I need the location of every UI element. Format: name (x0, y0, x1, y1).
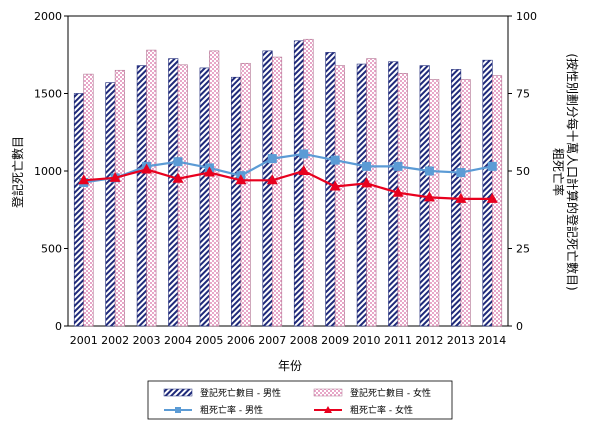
point-male-rate (173, 157, 183, 167)
point-female-rate (298, 165, 310, 175)
bar-female-deaths (397, 73, 408, 327)
bar-male-deaths (356, 63, 367, 327)
y-right-tick-label: 50 (516, 165, 530, 178)
legend-label: 粗死亡率 - 女性 (350, 404, 413, 416)
bar-male-deaths (105, 82, 116, 327)
legend-label: 登記死亡數目 - 男性 (200, 387, 281, 399)
y-right-tick-label: 75 (516, 88, 530, 101)
bar-female-deaths (209, 50, 220, 327)
bar-female-deaths (114, 69, 125, 327)
line-female-rate (83, 168, 493, 200)
point-female-rate (109, 171, 121, 182)
point-male-rate (299, 149, 309, 159)
x-tick-label: 2008 (290, 334, 318, 347)
y-axis-left-title: 登記死亡數目 (10, 136, 25, 208)
bar-male-deaths (262, 50, 273, 327)
bar-male-deaths (168, 58, 179, 327)
legend-swatch-male-deaths (163, 388, 193, 397)
x-tick-label: 2014 (478, 334, 506, 347)
point-female-rate (392, 186, 404, 197)
x-tick-label: 2009 (321, 334, 349, 347)
line-male-rate (83, 152, 493, 184)
y-left-tick-label: 0 (55, 320, 62, 333)
x-tick-label: 2013 (447, 334, 475, 347)
bar-male-deaths (231, 76, 242, 327)
y-left-tick-label: 1500 (34, 88, 62, 101)
x-tick-label: 2001 (70, 334, 98, 347)
point-male-rate (267, 154, 277, 164)
bar-female-deaths (177, 64, 188, 327)
y-right-tick-label: 25 (516, 243, 530, 256)
x-axis-title: 年份 (278, 359, 302, 373)
point-female-rate (172, 172, 184, 183)
point-female-rate (486, 192, 498, 203)
x-tick-label: 2010 (353, 334, 381, 347)
point-female-rate (361, 177, 373, 188)
x-tick-label: 2003 (133, 334, 161, 347)
bar-male-deaths (136, 65, 147, 327)
y-left-tick-label: 500 (41, 243, 62, 256)
bar-male-deaths (482, 59, 493, 327)
bar-male-deaths (73, 93, 85, 327)
point-female-rate (455, 192, 467, 203)
legend-label: 粗死亡率 - 男性 (200, 404, 263, 416)
bar-female-deaths (240, 62, 251, 327)
x-tick-label: 2011 (384, 334, 412, 347)
bar-female-deaths (366, 58, 377, 327)
point-male-rate (456, 168, 466, 178)
bar-female-deaths (271, 56, 283, 327)
legend-swatch-female-deaths (313, 388, 343, 397)
x-tick-label: 2006 (227, 334, 255, 347)
legend-marker-male-rate (175, 407, 181, 413)
point-female-rate (423, 191, 435, 202)
x-tick-label: 2012 (415, 334, 443, 347)
point-male-rate (393, 161, 403, 171)
legend-label: 登記死亡數目 - 女性 (350, 387, 431, 399)
bar-male-deaths (293, 40, 305, 327)
y-left-tick-label: 2000 (34, 10, 62, 23)
point-female-rate (78, 174, 90, 185)
point-male-rate (424, 166, 434, 176)
bar-female-deaths (334, 65, 345, 327)
x-tick-label: 2004 (164, 334, 192, 347)
bar-male-deaths (199, 67, 210, 327)
y-right-tick-label: 0 (516, 320, 523, 333)
y-axis-right-title-line1: 粗死亡率 (551, 148, 566, 196)
point-female-rate (235, 174, 247, 185)
y-left-tick-label: 1000 (34, 165, 62, 178)
point-male-rate (362, 161, 372, 171)
bar-female-deaths (429, 79, 440, 327)
bar-female-deaths (83, 73, 94, 327)
x-tick-label: 2007 (258, 334, 286, 347)
legend-marker-female-rate (324, 406, 332, 413)
bar-female-deaths (303, 38, 314, 327)
legend-box (147, 380, 453, 420)
point-male-rate (330, 155, 340, 165)
x-tick-label: 2002 (101, 334, 129, 347)
point-female-rate (203, 166, 215, 177)
point-male-rate (487, 161, 497, 171)
y-right-tick-label: 100 (516, 10, 537, 23)
x-tick-label: 2005 (195, 334, 223, 347)
point-female-rate (329, 180, 341, 191)
point-female-rate (266, 174, 278, 185)
bar-female-deaths (146, 49, 157, 327)
point-female-rate (141, 163, 153, 174)
y-axis-right-title-line2: (按性別劃分每十萬人口計算的登記死亡數目) (565, 53, 580, 290)
